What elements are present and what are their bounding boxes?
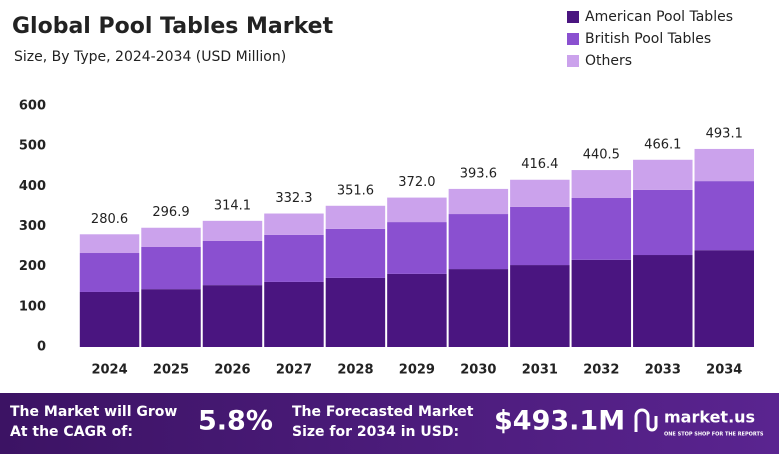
x-tick-label: 2026 xyxy=(214,363,250,378)
bar-segment xyxy=(141,289,201,347)
bar-segment xyxy=(79,234,140,254)
brand: market.us xyxy=(664,408,755,427)
bar-segment xyxy=(448,214,509,270)
legend-label: American Pool Tables xyxy=(585,9,733,25)
legend-label: Others xyxy=(585,53,632,69)
bar-segment xyxy=(202,285,263,347)
bar-segment xyxy=(325,277,386,347)
total-label: 466.1 xyxy=(644,137,681,152)
bar-segment xyxy=(264,213,324,235)
x-tick-label: 2028 xyxy=(337,363,373,378)
total-label: 493.1 xyxy=(706,126,743,141)
bar-segment xyxy=(264,234,324,282)
x-tick-label: 2030 xyxy=(460,363,496,378)
bar-segment xyxy=(510,265,570,347)
bar-segment xyxy=(79,253,140,292)
y-tick-label: 200 xyxy=(19,259,46,274)
bar-segment xyxy=(510,206,570,266)
brand-logo xyxy=(634,408,658,432)
bar-segment xyxy=(694,148,754,182)
total-label: 351.6 xyxy=(337,183,374,198)
total-label: 332.3 xyxy=(275,191,312,206)
y-tick-label: 600 xyxy=(19,99,46,114)
tagline: ONE STOP SHOP FOR THE REPORTS xyxy=(664,432,764,438)
chart-title: Global Pool Tables Market xyxy=(12,14,334,39)
bar-segment xyxy=(510,179,570,207)
bar-segment xyxy=(202,240,263,286)
bar-segment xyxy=(448,188,509,215)
bar-segment xyxy=(202,220,263,241)
bar-segment xyxy=(325,228,386,278)
x-tick-label: 2034 xyxy=(706,363,742,378)
x-tick-label: 2024 xyxy=(91,363,127,378)
bar-segment xyxy=(633,159,693,190)
bar-segment xyxy=(387,197,447,223)
bar-segment xyxy=(448,269,509,347)
footer: The Market will Grow At the CAGR of: 5.8… xyxy=(10,404,764,440)
footer-value: 5.8% xyxy=(198,406,273,437)
y-tick-label: 100 xyxy=(19,299,46,314)
total-label: 393.6 xyxy=(460,166,497,181)
footer-value: $493.1M xyxy=(494,406,625,437)
bar-segment xyxy=(264,281,324,347)
legend-swatch xyxy=(567,11,579,23)
chart-subtitle: Size, By Type, 2024-2034 (USD Million) xyxy=(14,49,286,65)
footer-text: The Forecasted Market xyxy=(292,404,474,420)
x-tick-label: 2031 xyxy=(522,363,558,378)
bar-segment xyxy=(387,222,447,274)
total-label: 440.5 xyxy=(583,148,620,163)
bar-segment xyxy=(633,189,693,256)
bar-segment xyxy=(141,246,201,290)
y-tick-label: 300 xyxy=(19,219,46,234)
bar-segment xyxy=(325,205,386,229)
bar-segment xyxy=(633,255,693,347)
y-tick-label: 500 xyxy=(19,139,46,154)
total-label: 296.9 xyxy=(152,205,189,220)
bar-segment xyxy=(571,259,632,347)
bar-segment xyxy=(571,197,632,260)
total-label: 372.0 xyxy=(398,175,435,190)
x-tick-label: 2033 xyxy=(645,363,681,378)
x-tick-label: 2025 xyxy=(153,363,189,378)
bar-segment xyxy=(694,250,754,347)
footer-text: The Market will Grow xyxy=(10,404,177,420)
bar-segment xyxy=(694,181,754,251)
footer-text: At the CAGR of: xyxy=(10,424,133,440)
bar-segment xyxy=(571,170,632,198)
legend-swatch xyxy=(567,55,579,67)
y-tick-label: 400 xyxy=(19,179,46,194)
footer-text: Size for 2034 in USD: xyxy=(292,424,459,440)
x-tick-label: 2029 xyxy=(399,363,435,378)
total-label: 280.6 xyxy=(91,212,128,227)
total-label: 416.4 xyxy=(521,157,558,172)
bar-segment xyxy=(141,227,201,247)
y-tick-label: 0 xyxy=(37,340,46,355)
x-tick-label: 2027 xyxy=(276,363,312,378)
legend-label: British Pool Tables xyxy=(585,31,711,47)
x-tick-label: 2032 xyxy=(583,363,619,378)
bar-segment xyxy=(387,273,447,347)
bar-segment xyxy=(79,291,140,347)
total-label: 314.1 xyxy=(214,198,251,213)
legend-swatch xyxy=(567,33,579,45)
